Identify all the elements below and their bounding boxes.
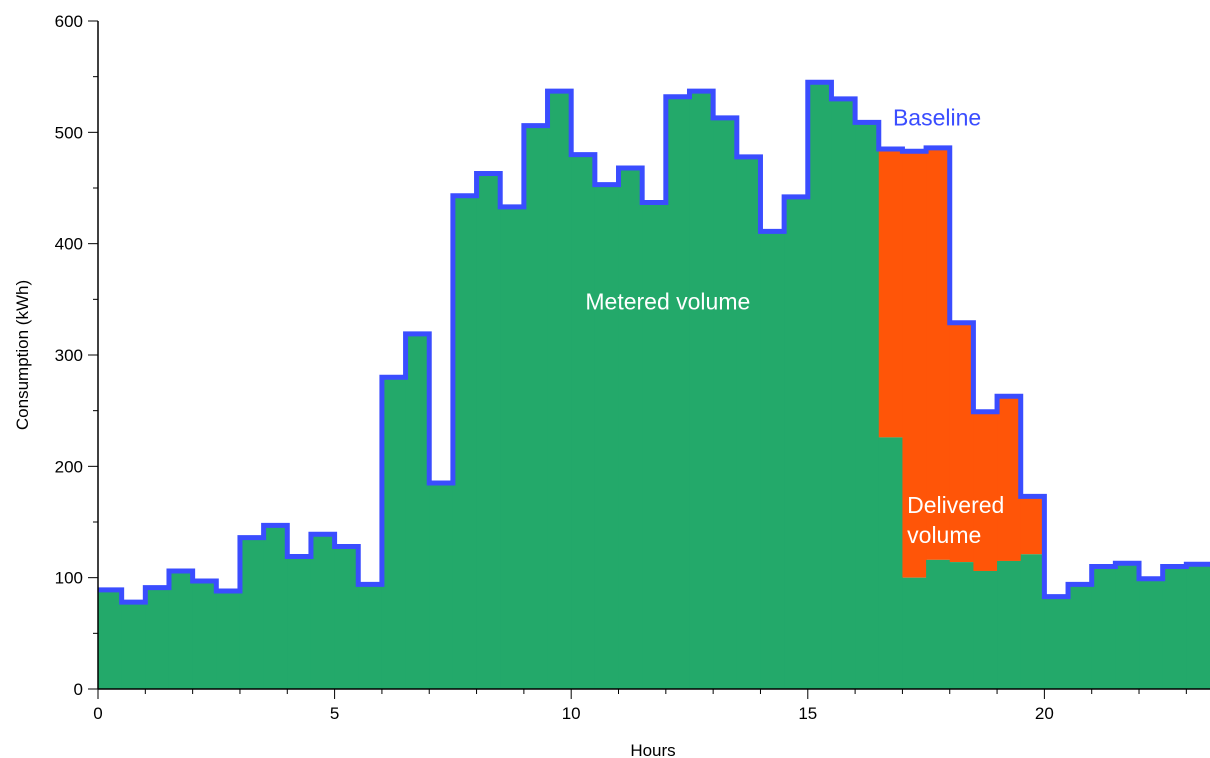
y-tick-label: 600 bbox=[55, 12, 83, 31]
delivered-bar bbox=[973, 411, 998, 571]
y-tick-label: 500 bbox=[55, 123, 83, 142]
metered-bar bbox=[1044, 596, 1069, 689]
y-tick-label: 400 bbox=[55, 235, 83, 254]
metered-bar bbox=[1115, 563, 1140, 689]
metered-bar bbox=[665, 96, 691, 689]
metered-bar bbox=[831, 98, 856, 689]
metered-bar bbox=[571, 154, 596, 690]
metered-bar bbox=[263, 525, 288, 689]
metered-bar bbox=[381, 377, 407, 689]
plot-lines bbox=[98, 79, 1210, 605]
metered-bar bbox=[216, 591, 241, 689]
metered-bar bbox=[736, 156, 762, 689]
metered-bar bbox=[287, 556, 312, 689]
metered-bar bbox=[618, 167, 643, 689]
metered-bar bbox=[121, 602, 146, 689]
metered-bar bbox=[1162, 566, 1187, 689]
y-axis-title: Consumption (kWh) bbox=[13, 280, 32, 430]
metered-bar bbox=[902, 577, 927, 689]
y-tick-label: 300 bbox=[55, 346, 83, 365]
metered-bar bbox=[973, 570, 998, 689]
metered-bar bbox=[98, 589, 123, 689]
y-tick-label: 100 bbox=[55, 569, 83, 588]
x-tick-label: 20 bbox=[1035, 704, 1054, 723]
delivered-bar bbox=[1020, 496, 1045, 555]
x-tick-label: 0 bbox=[93, 704, 102, 723]
delivered-bar bbox=[902, 151, 927, 578]
metered-bar bbox=[239, 537, 265, 689]
chart-annotation: volume bbox=[907, 522, 981, 548]
plot-fills bbox=[98, 82, 1210, 690]
metered-bar bbox=[547, 91, 572, 689]
metered-bar bbox=[1186, 564, 1210, 689]
y-tick-label: 0 bbox=[74, 680, 83, 699]
metered-bar bbox=[855, 122, 880, 689]
delivered-bar bbox=[878, 149, 904, 438]
delivered-bar bbox=[997, 396, 1022, 561]
metered-bar bbox=[429, 483, 454, 689]
metered-bar bbox=[713, 117, 738, 690]
metered-bar bbox=[476, 173, 501, 689]
chart-annotation: Delivered bbox=[907, 492, 1004, 518]
metered-bar bbox=[997, 560, 1022, 689]
metered-bar bbox=[949, 562, 975, 689]
x-tick-label: 5 bbox=[330, 704, 339, 723]
metered-bar bbox=[1139, 578, 1164, 689]
annotations: Baseline Metered volume Delivered volume bbox=[585, 105, 1004, 548]
metered-bar bbox=[1020, 554, 1045, 689]
metered-bar bbox=[642, 202, 667, 689]
metered-bar bbox=[807, 82, 833, 689]
metered-bar bbox=[523, 125, 549, 690]
metered-bar bbox=[145, 587, 170, 689]
metered-bar bbox=[168, 570, 194, 689]
y-tick-label: 200 bbox=[55, 457, 83, 476]
metered-bar bbox=[405, 333, 430, 689]
metered-bar bbox=[878, 437, 904, 689]
delivered-bar bbox=[926, 147, 951, 560]
metered-bar bbox=[310, 534, 336, 689]
x-tick-label: 10 bbox=[562, 704, 581, 723]
x-tick-label: 15 bbox=[798, 704, 817, 723]
metered-bar bbox=[1091, 566, 1116, 689]
metered-bar bbox=[926, 559, 951, 689]
metered-bar bbox=[1068, 584, 1093, 689]
metered-bar bbox=[784, 196, 809, 689]
metered-bar bbox=[500, 206, 525, 689]
x-axis-title: Hours bbox=[630, 741, 675, 758]
metered-bar bbox=[334, 546, 359, 689]
baseline-line bbox=[98, 79, 1210, 605]
metered-bar bbox=[192, 581, 217, 689]
chart-annotation: Baseline bbox=[893, 105, 981, 131]
metered-bar bbox=[760, 231, 785, 690]
metered-bar bbox=[358, 584, 383, 689]
chart-annotation: Metered volume bbox=[585, 288, 750, 314]
delivered-bar bbox=[949, 322, 975, 563]
metered-bar bbox=[452, 195, 478, 689]
metered-bar bbox=[594, 184, 620, 689]
metered-bar bbox=[689, 91, 714, 689]
